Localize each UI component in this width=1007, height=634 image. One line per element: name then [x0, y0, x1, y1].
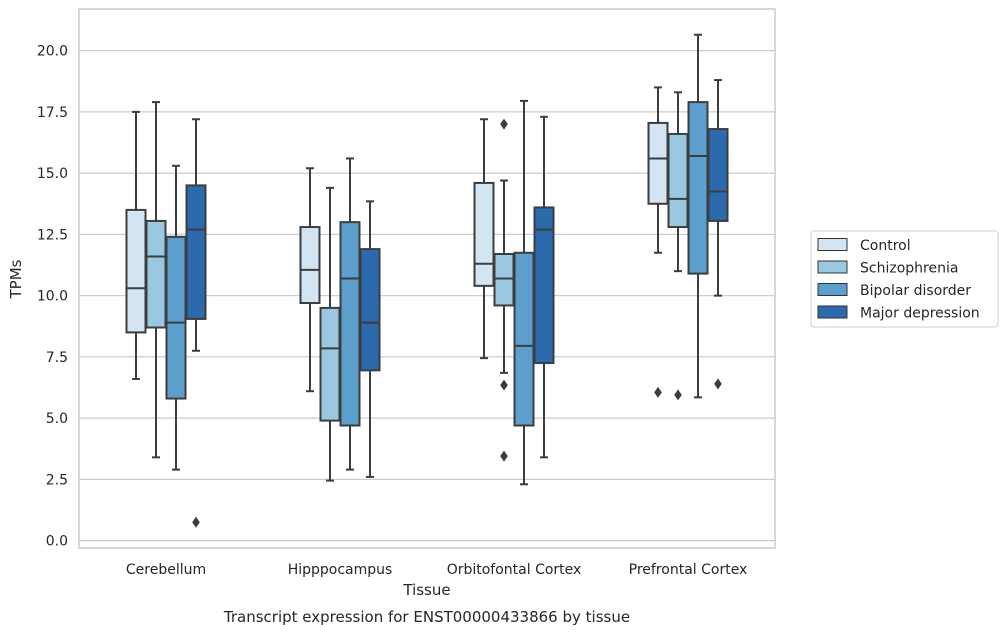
outlier-point [674, 389, 682, 401]
x-tick-label: Hipppocampus [288, 562, 393, 578]
y-tick-label: 7.5 [46, 350, 68, 366]
y-tick-label: 17.5 [37, 105, 68, 121]
outlier-point [192, 516, 200, 528]
box-schizophrenia [493, 118, 515, 462]
legend-label: Control [860, 238, 911, 254]
box-schizophrenia [145, 101, 167, 459]
y-axis-label: TPMs [7, 259, 25, 299]
box-body [473, 181, 495, 287]
box-major-depression [359, 200, 381, 478]
y-tick-label: 15.0 [37, 166, 68, 182]
box-schizophrenia [319, 186, 341, 482]
box-control [299, 167, 321, 393]
box-body [165, 235, 187, 400]
box-body [185, 184, 207, 320]
y-tick-label: 10.0 [37, 289, 68, 305]
legend-swatch [817, 283, 848, 296]
box-schizophrenia [667, 91, 689, 401]
legend-swatch [817, 238, 848, 251]
outlier-point [500, 450, 508, 462]
outlier-point [714, 378, 722, 390]
x-tick-label: Prefrontal Cortex [629, 562, 748, 578]
x-tick-label: Cerebellum [126, 562, 206, 578]
outlier-point [654, 386, 662, 398]
box-major-depression [185, 118, 207, 528]
legend-label: Major depression [860, 306, 980, 322]
box-body [647, 121, 669, 205]
box-body [359, 248, 381, 372]
box-body [667, 132, 689, 229]
legend-label: Schizophrenia [860, 261, 958, 277]
x-axis-label: Tissue [402, 581, 450, 599]
box-body [339, 221, 361, 427]
boxes-layer [125, 33, 729, 528]
box-bipolar-disorder [513, 99, 535, 486]
box-major-depression [533, 115, 555, 459]
x-tick-label: Orbitofontal Cortex [447, 562, 582, 578]
y-axis-ticks: 0.0 2.5 5.0 7.5 10.0 12.5 15.0 17.5 20.0 [37, 44, 68, 550]
plot-frame [78, 8, 776, 549]
box-body [513, 251, 535, 427]
box-body [125, 208, 147, 334]
box-body [493, 253, 515, 307]
y-tick-label: 5.0 [46, 411, 68, 427]
outlier-point [500, 379, 508, 391]
outlier-point [500, 118, 508, 130]
box-bipolar-disorder [687, 33, 709, 399]
y-tick-label: 0.0 [46, 534, 68, 550]
legend-swatch [817, 305, 848, 319]
y-tick-label: 12.5 [37, 227, 68, 243]
box-major-depression [707, 79, 729, 390]
y-tick-label: 2.5 [46, 472, 68, 488]
legend-label: Bipolar disorder [860, 283, 971, 299]
chart-title: Transcript expression for ENST0000043386… [223, 608, 630, 626]
box-body [319, 306, 341, 422]
box-control [473, 118, 495, 360]
box-body [533, 206, 555, 365]
legend-swatch [817, 260, 848, 274]
y-tick-label: 20.0 [37, 44, 68, 60]
box-body [687, 101, 709, 275]
x-axis-ticks: Cerebellum Hipppocampus Orbitofontal Corte… [126, 562, 747, 578]
legend: Control Schizophrenia Bipolar disorder Majo… [810, 230, 999, 328]
box-body [299, 226, 321, 304]
box-body [707, 128, 729, 222]
box-body [145, 219, 167, 329]
legend-frame [810, 230, 999, 328]
